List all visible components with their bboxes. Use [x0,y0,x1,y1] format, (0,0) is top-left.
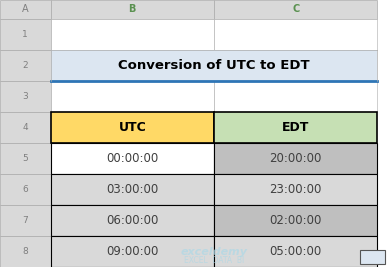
Text: 23:00:00: 23:00:00 [270,183,322,196]
Bar [0,236,51,267]
Bar [214,81,377,112]
Bar [214,112,377,143]
Text: 2: 2 [23,61,28,70]
Bar [51,0,214,19]
Bar [214,174,377,205]
Text: 7: 7 [23,216,28,225]
Bar [0,143,51,174]
Bar [214,236,377,267]
Text: UTC: UTC [118,121,146,134]
Bar [0,205,51,236]
Text: Conversion of UTC to EDT: Conversion of UTC to EDT [118,59,310,72]
Text: A: A [22,4,29,14]
Bar [0,112,51,143]
Text: EXCEL  DATA  BI: EXCEL DATA BI [184,256,244,265]
Bar [51,112,214,143]
Bar [51,205,214,236]
Bar [214,143,377,174]
Text: C: C [292,4,299,14]
Bar [214,205,377,236]
Text: 4: 4 [23,123,28,132]
Text: 8: 8 [23,247,28,256]
Text: 20:00:00: 20:00:00 [270,152,322,165]
Bar [51,19,214,50]
Text: 5: 5 [23,154,28,163]
Bar [214,19,377,50]
Bar [51,174,214,205]
Text: 00:00:00: 00:00:00 [106,152,158,165]
Bar [360,250,385,264]
Text: exceldemy: exceldemy [180,247,247,257]
Bar [51,81,214,112]
Bar [0,19,51,50]
Text: 02:00:00: 02:00:00 [270,214,322,227]
Text: 03:00:00: 03:00:00 [106,183,158,196]
Text: 09:00:00: 09:00:00 [106,245,158,258]
Bar [51,50,377,81]
Text: 06:00:00: 06:00:00 [106,214,158,227]
Text: 3: 3 [23,92,28,101]
Text: 6: 6 [23,185,28,194]
Bar [51,143,214,174]
Bar [0,81,51,112]
Text: B: B [129,4,136,14]
Bar [51,236,214,267]
Text: 1: 1 [23,30,28,39]
Bar [0,50,51,81]
Text: EDT: EDT [282,121,309,134]
Bar [0,174,51,205]
Text: 05:00:00: 05:00:00 [270,245,322,258]
Bar [214,0,377,19]
Bar [0,0,51,19]
